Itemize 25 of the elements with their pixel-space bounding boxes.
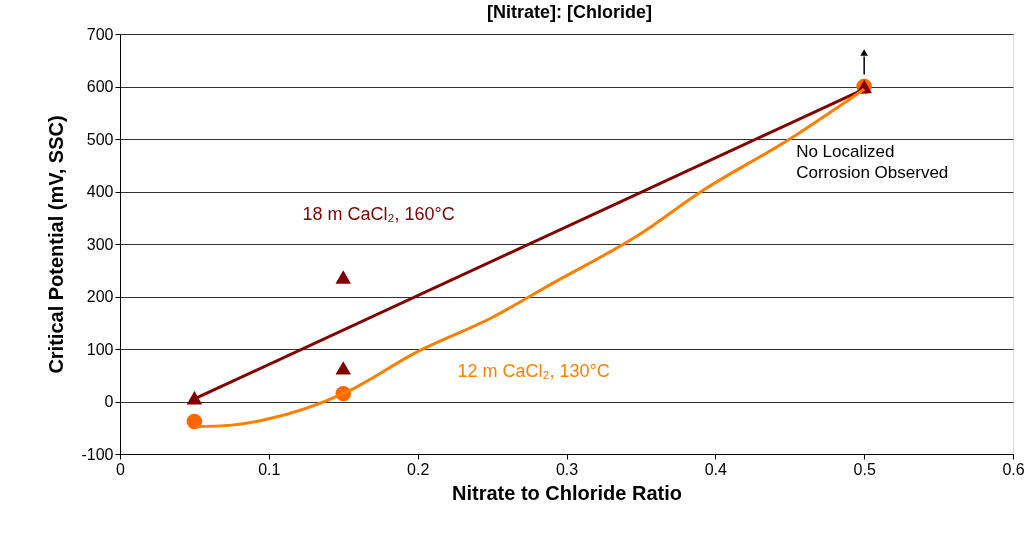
y-tick-label: 300: [86, 235, 114, 253]
x-tick-label: 0: [116, 460, 126, 478]
point: [335, 270, 351, 284]
y-axis-title: Critical Potential (mV, SSC): [45, 115, 68, 374]
y-tick-label: 400: [86, 183, 114, 200]
y-tick-label: 700: [86, 25, 114, 43]
text: 18 m CaCl₂, 160°C: [302, 203, 455, 224]
x-axis-title: Nitrate to Chloride Ratio: [451, 481, 683, 504]
x-tick-label: 0.1: [258, 460, 281, 478]
x-tick-label: 0.4: [704, 460, 728, 478]
y-tick-label: 500: [86, 130, 114, 148]
y-tick-label: 600: [86, 78, 114, 95]
y-tick-label: 200: [86, 288, 114, 305]
point: [186, 391, 203, 405]
x-tick-label: 0.3: [555, 460, 579, 478]
annotation: No Localized Corrosion Observed: [796, 141, 949, 182]
x-tick-label: 0.5: [853, 460, 876, 478]
x-tick-label: 0.2: [407, 460, 430, 478]
y-tick-label: 100: [86, 340, 114, 358]
chart-title: [Nitrate]: [Chloride]: [486, 2, 652, 22]
x-tick-label: 0.6: [1002, 460, 1025, 478]
point: [335, 361, 351, 375]
y-tick-label: -100: [81, 445, 114, 463]
series-label: 12 m CaCl₂, 130°C: [457, 360, 610, 381]
y-tick-label: 0: [104, 393, 114, 410]
